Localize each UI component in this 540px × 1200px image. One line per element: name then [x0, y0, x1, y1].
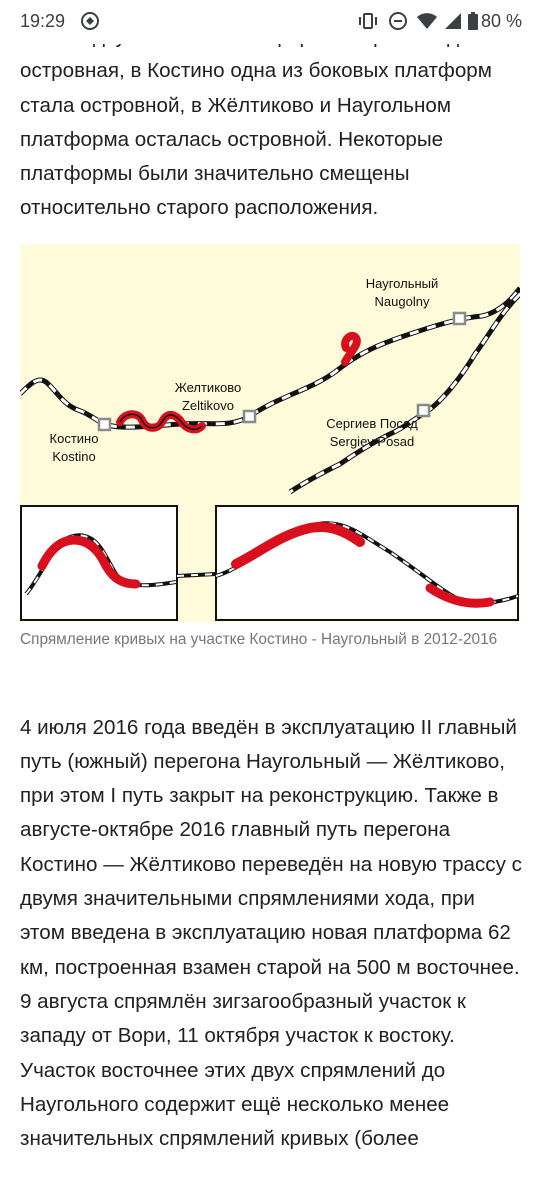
label-sergiev-en: Sergiev Posad: [330, 434, 415, 449]
data-saver-icon: [80, 11, 100, 36]
signal-icon: [444, 11, 462, 36]
new-route-segments: [116, 332, 361, 434]
vibrate-icon: [357, 11, 379, 36]
station-labels: Наугольный Naugolny Желтиково Zeltikovo …: [50, 276, 439, 464]
article-paragraph-2: 4 июля 2016 года введён в эксплуатацию I…: [20, 690, 524, 1177]
battery-percent: 80 %: [480, 11, 522, 31]
label-kostino-en: Kostino: [52, 449, 95, 464]
label-naugolny-ru: Наугольный: [366, 276, 439, 291]
status-time: 19:29: [20, 11, 66, 31]
label-sergiev-ru: Сергиев Посад: [326, 416, 418, 431]
label-zeltikovo-ru: Желтиково: [175, 380, 242, 395]
do-not-disturb-icon: [388, 11, 408, 36]
label-naugolny-en: Naugolny: [375, 294, 430, 309]
station-sergiev-marker: [416, 403, 431, 418]
station-markers: [97, 311, 467, 432]
route-map-svg: Наугольный Naugolny Желтиково Zeltikovo …: [18, 276, 523, 621]
old-railway-track: [18, 286, 523, 495]
wifi-icon: [416, 11, 438, 36]
battery-icon: [467, 11, 479, 36]
article-paragraph-1: вместо двух боковых платформ построена о…: [20, 20, 524, 226]
status-bar: 19:29 80 %: [0, 0, 540, 44]
station-naugolny-marker: [452, 311, 467, 326]
label-zeltikovo-en: Zeltikovo: [182, 398, 234, 413]
route-map-figure[interactable]: Наугольный Naugolny Желтиково Zeltikovo …: [18, 244, 523, 622]
paragraph-text: 4 июля 2016 года введён в эксплуатацию I…: [20, 715, 522, 1151]
station-zeltikovo-marker: [242, 409, 257, 424]
station-kostino-marker: [97, 417, 112, 432]
figure-caption: Спрямление кривых на участке Костино - Н…: [20, 631, 498, 648]
label-kostino-ru: Костино: [50, 431, 99, 446]
inset-detail-right: [215, 505, 519, 621]
paragraph-text: островная, в Костино одна из боковых пла…: [20, 59, 492, 220]
inset-detail-left: [20, 505, 217, 621]
